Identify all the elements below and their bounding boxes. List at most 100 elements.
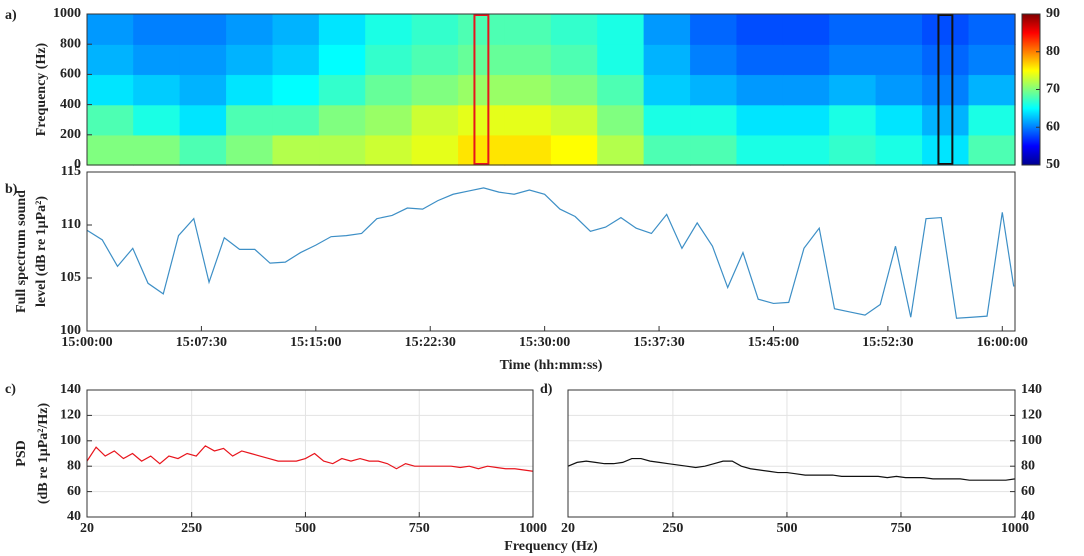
x-tick-label: 15:30:00 bbox=[519, 335, 570, 350]
heat-cell bbox=[829, 134, 877, 166]
y-tick-label: 140 bbox=[60, 382, 81, 397]
heat-cell bbox=[875, 104, 923, 136]
heat-cell bbox=[318, 74, 367, 106]
heat-cell bbox=[550, 134, 599, 166]
heat-cell bbox=[504, 134, 552, 166]
colorbar-tick-label: 90 bbox=[1046, 6, 1060, 21]
heat-cell bbox=[318, 104, 367, 136]
heat-cell bbox=[643, 74, 691, 106]
plot-frame bbox=[567, 389, 1016, 518]
heat-cell bbox=[690, 104, 738, 136]
heat-cell bbox=[411, 13, 459, 45]
heat-cell bbox=[365, 104, 413, 136]
colorbar-tick-label: 60 bbox=[1046, 119, 1060, 134]
heat-cell bbox=[968, 13, 1016, 45]
x-tick-label: 500 bbox=[295, 521, 316, 536]
heat-cell bbox=[782, 44, 831, 76]
heat-cell bbox=[736, 104, 784, 136]
plot-frame bbox=[86, 171, 1016, 332]
heat-cell bbox=[782, 104, 831, 136]
y-axis-label: (dB re 1μPa²/Hz) bbox=[36, 403, 51, 505]
heat-cell bbox=[458, 13, 506, 45]
y-tick-label: 105 bbox=[60, 270, 81, 285]
y-axis-label: Frequency (Hz) bbox=[34, 42, 49, 136]
plot-frame bbox=[86, 13, 1016, 166]
heat-cell bbox=[365, 74, 413, 106]
heat-cell bbox=[179, 44, 227, 76]
colorbar-tick-label: 80 bbox=[1046, 44, 1060, 59]
heat-cell bbox=[504, 74, 552, 106]
heat-cell bbox=[133, 134, 181, 166]
heat-cell bbox=[643, 104, 691, 136]
x-tick-label: 1000 bbox=[1001, 521, 1029, 536]
heat-cell bbox=[458, 74, 506, 106]
heat-cell bbox=[690, 44, 738, 76]
y-tick-label: 60 bbox=[1021, 484, 1035, 499]
x-tick-label: 15:45:00 bbox=[748, 335, 799, 350]
heat-cell bbox=[272, 13, 320, 45]
x-tick-label: 15:52:30 bbox=[862, 335, 913, 350]
heat-cell bbox=[133, 104, 181, 136]
heat-cell bbox=[875, 134, 923, 166]
heat-cell bbox=[411, 74, 459, 106]
y-axis-label: Full spectrum sound bbox=[14, 190, 29, 313]
heat-cell bbox=[411, 104, 459, 136]
heat-cell bbox=[318, 134, 367, 166]
heat-cell bbox=[86, 134, 135, 166]
x-tick-label: 15:07:30 bbox=[176, 335, 227, 350]
heat-cell bbox=[550, 44, 599, 76]
heat-cell bbox=[272, 44, 320, 76]
heat-cell bbox=[179, 74, 227, 106]
y-tick-label: 120 bbox=[60, 408, 81, 423]
heat-cell bbox=[736, 13, 784, 45]
heat-cell bbox=[875, 44, 923, 76]
y-tick-label: 600 bbox=[60, 67, 81, 82]
x-tick-label: 15:15:00 bbox=[290, 335, 341, 350]
heat-cell bbox=[643, 44, 691, 76]
heat-cell bbox=[736, 74, 784, 106]
panel-label: b) bbox=[5, 182, 18, 197]
heat-cell bbox=[365, 13, 413, 45]
colorbar-tick-label: 70 bbox=[1046, 82, 1060, 97]
heat-cell bbox=[829, 13, 877, 45]
x-tick-label: 750 bbox=[890, 521, 911, 536]
x-tick-label: 15:37:30 bbox=[633, 335, 684, 350]
heat-cell bbox=[318, 13, 367, 45]
heat-cell bbox=[504, 13, 552, 45]
y-tick-label: 400 bbox=[60, 97, 81, 112]
heat-cell bbox=[133, 13, 181, 45]
y-tick-label: 0 bbox=[74, 157, 81, 172]
heat-cell bbox=[133, 44, 181, 76]
heat-cell bbox=[179, 13, 227, 45]
x-tick-label: 1000 bbox=[519, 521, 547, 536]
x-axis-label: Time (hh:mm:ss) bbox=[500, 358, 603, 373]
highlight-box bbox=[937, 14, 954, 165]
heat-cell bbox=[226, 134, 274, 166]
y-tick-label: 140 bbox=[1021, 382, 1042, 397]
heat-cell bbox=[922, 134, 970, 166]
y-tick-label: 800 bbox=[60, 36, 81, 51]
heat-cell bbox=[365, 44, 413, 76]
y-tick-label: 40 bbox=[1021, 509, 1035, 524]
heat-cell bbox=[736, 134, 784, 166]
heat-cell bbox=[226, 104, 274, 136]
x-tick-label: 15:00:00 bbox=[61, 335, 112, 350]
panel-label: d) bbox=[540, 382, 553, 397]
y-tick-label: 80 bbox=[1021, 458, 1035, 473]
heat-cell bbox=[179, 134, 227, 166]
y-tick-label: 110 bbox=[61, 217, 81, 232]
heat-cell bbox=[272, 104, 320, 136]
heat-cell bbox=[86, 74, 135, 106]
x-tick-label: 750 bbox=[409, 521, 430, 536]
heat-cell bbox=[597, 44, 645, 76]
heat-cell bbox=[782, 13, 831, 45]
heat-cell bbox=[272, 134, 320, 166]
data-line bbox=[86, 445, 534, 472]
heat-cell bbox=[968, 134, 1016, 166]
y-tick-label: 100 bbox=[60, 323, 81, 338]
heat-cell bbox=[829, 104, 877, 136]
x-tick-label: 250 bbox=[662, 521, 683, 536]
heat-cell bbox=[411, 134, 459, 166]
heat-cell bbox=[504, 104, 552, 136]
heat-cell bbox=[133, 74, 181, 106]
